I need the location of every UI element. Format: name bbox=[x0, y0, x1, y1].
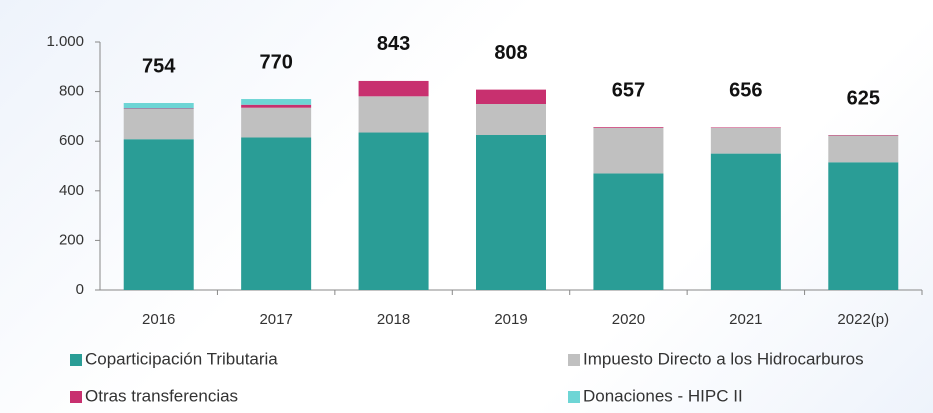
legend-label: Donaciones - HIPC II bbox=[583, 386, 743, 405]
bar-segment bbox=[593, 127, 664, 128]
legend-swatch bbox=[70, 354, 82, 366]
total-label: 843 bbox=[377, 33, 410, 55]
bar-segment bbox=[241, 99, 312, 105]
x-tick-label: 2018 bbox=[377, 311, 410, 328]
total-label: 808 bbox=[494, 42, 527, 64]
x-tick-label: 2021 bbox=[729, 311, 762, 328]
legend-label: Coparticipación Tributaria bbox=[85, 349, 278, 368]
legend-label: Otras transferencias bbox=[85, 386, 238, 405]
bar-segment bbox=[476, 89, 546, 104]
total-label: 754 bbox=[142, 55, 176, 77]
bar-segment bbox=[358, 80, 429, 97]
bar-segment bbox=[123, 108, 194, 140]
bar-segment bbox=[710, 127, 781, 154]
legend-label: Impuesto Directo a los Hidrocarburos bbox=[583, 349, 864, 368]
total-label: 770 bbox=[259, 51, 292, 73]
bar-segment bbox=[123, 139, 194, 290]
y-tick-label: 800 bbox=[59, 83, 84, 100]
x-tick-label: 2020 bbox=[612, 311, 645, 328]
bar-segment bbox=[241, 107, 312, 138]
bar-segment bbox=[828, 135, 899, 163]
y-tick-label: 600 bbox=[59, 132, 84, 149]
bar-segment bbox=[593, 127, 664, 174]
legend-swatch bbox=[568, 391, 580, 403]
legend-swatch bbox=[70, 391, 82, 403]
bar-segment bbox=[358, 96, 429, 133]
bar-segment bbox=[241, 137, 312, 290]
x-tick-label: 2022(p) bbox=[837, 311, 889, 328]
bar-segment bbox=[593, 173, 664, 290]
bar-segment bbox=[476, 135, 546, 290]
total-label: 657 bbox=[612, 79, 645, 101]
x-tick-label: 2016 bbox=[142, 311, 175, 328]
y-tick-label: 0 bbox=[76, 281, 84, 298]
total-label: 656 bbox=[729, 80, 762, 102]
bar-segment bbox=[358, 132, 429, 290]
bar-segment bbox=[828, 162, 899, 290]
y-tick-label: 200 bbox=[59, 231, 84, 248]
y-tick-label: 400 bbox=[59, 182, 84, 199]
bar-segment bbox=[710, 153, 781, 290]
bar-segment bbox=[123, 103, 194, 109]
x-tick-label: 2019 bbox=[494, 311, 527, 328]
y-tick-label: 1.000 bbox=[46, 33, 84, 50]
bar-segment bbox=[241, 104, 312, 108]
x-tick-label: 2017 bbox=[259, 311, 292, 328]
total-label: 625 bbox=[847, 87, 880, 109]
legend-swatch bbox=[568, 354, 580, 366]
bar-segment bbox=[476, 104, 546, 135]
